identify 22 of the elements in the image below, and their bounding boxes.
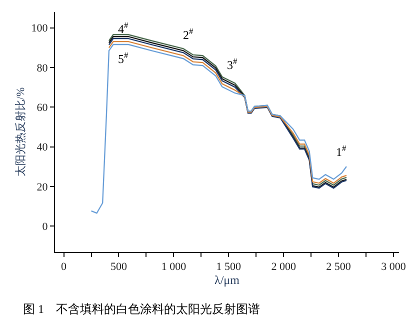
series-label: 4$^{#}$ <box>118 21 129 36</box>
x-tick-label: 0 <box>61 261 68 274</box>
y-tick-label: 40 <box>36 142 48 154</box>
x-tick-label: 2 000 <box>271 261 296 274</box>
x-tick-label: 2 500 <box>326 261 352 274</box>
y-axis-title: 太阳光热反射比/% <box>14 87 27 177</box>
x-tick-label: 500 <box>110 261 128 274</box>
x-tick-label: 1 500 <box>216 261 242 274</box>
series-label: 3$^{#}$ <box>227 57 238 72</box>
x-tick-label: 1 000 <box>161 261 187 274</box>
series-label: 2$^{#}$ <box>183 27 194 42</box>
y-tick-label: 0 <box>42 221 48 234</box>
series-label: 5$^{#}$ <box>118 51 129 66</box>
x-tick-label: 3 000 <box>381 261 406 274</box>
y-tick-label: 60 <box>36 102 48 114</box>
series-label: 1$^{#}$ <box>336 144 347 160</box>
text: 图 1 不含填料的白色涂料的太阳光反射图谱 <box>23 302 260 316</box>
y-tick-label: 100 <box>31 22 48 35</box>
line-series <box>90 44 348 214</box>
x-axis-title: λ/μm <box>214 273 240 288</box>
y-tick-label: 80 <box>36 62 48 74</box>
y-tick-label: 20 <box>36 181 48 194</box>
